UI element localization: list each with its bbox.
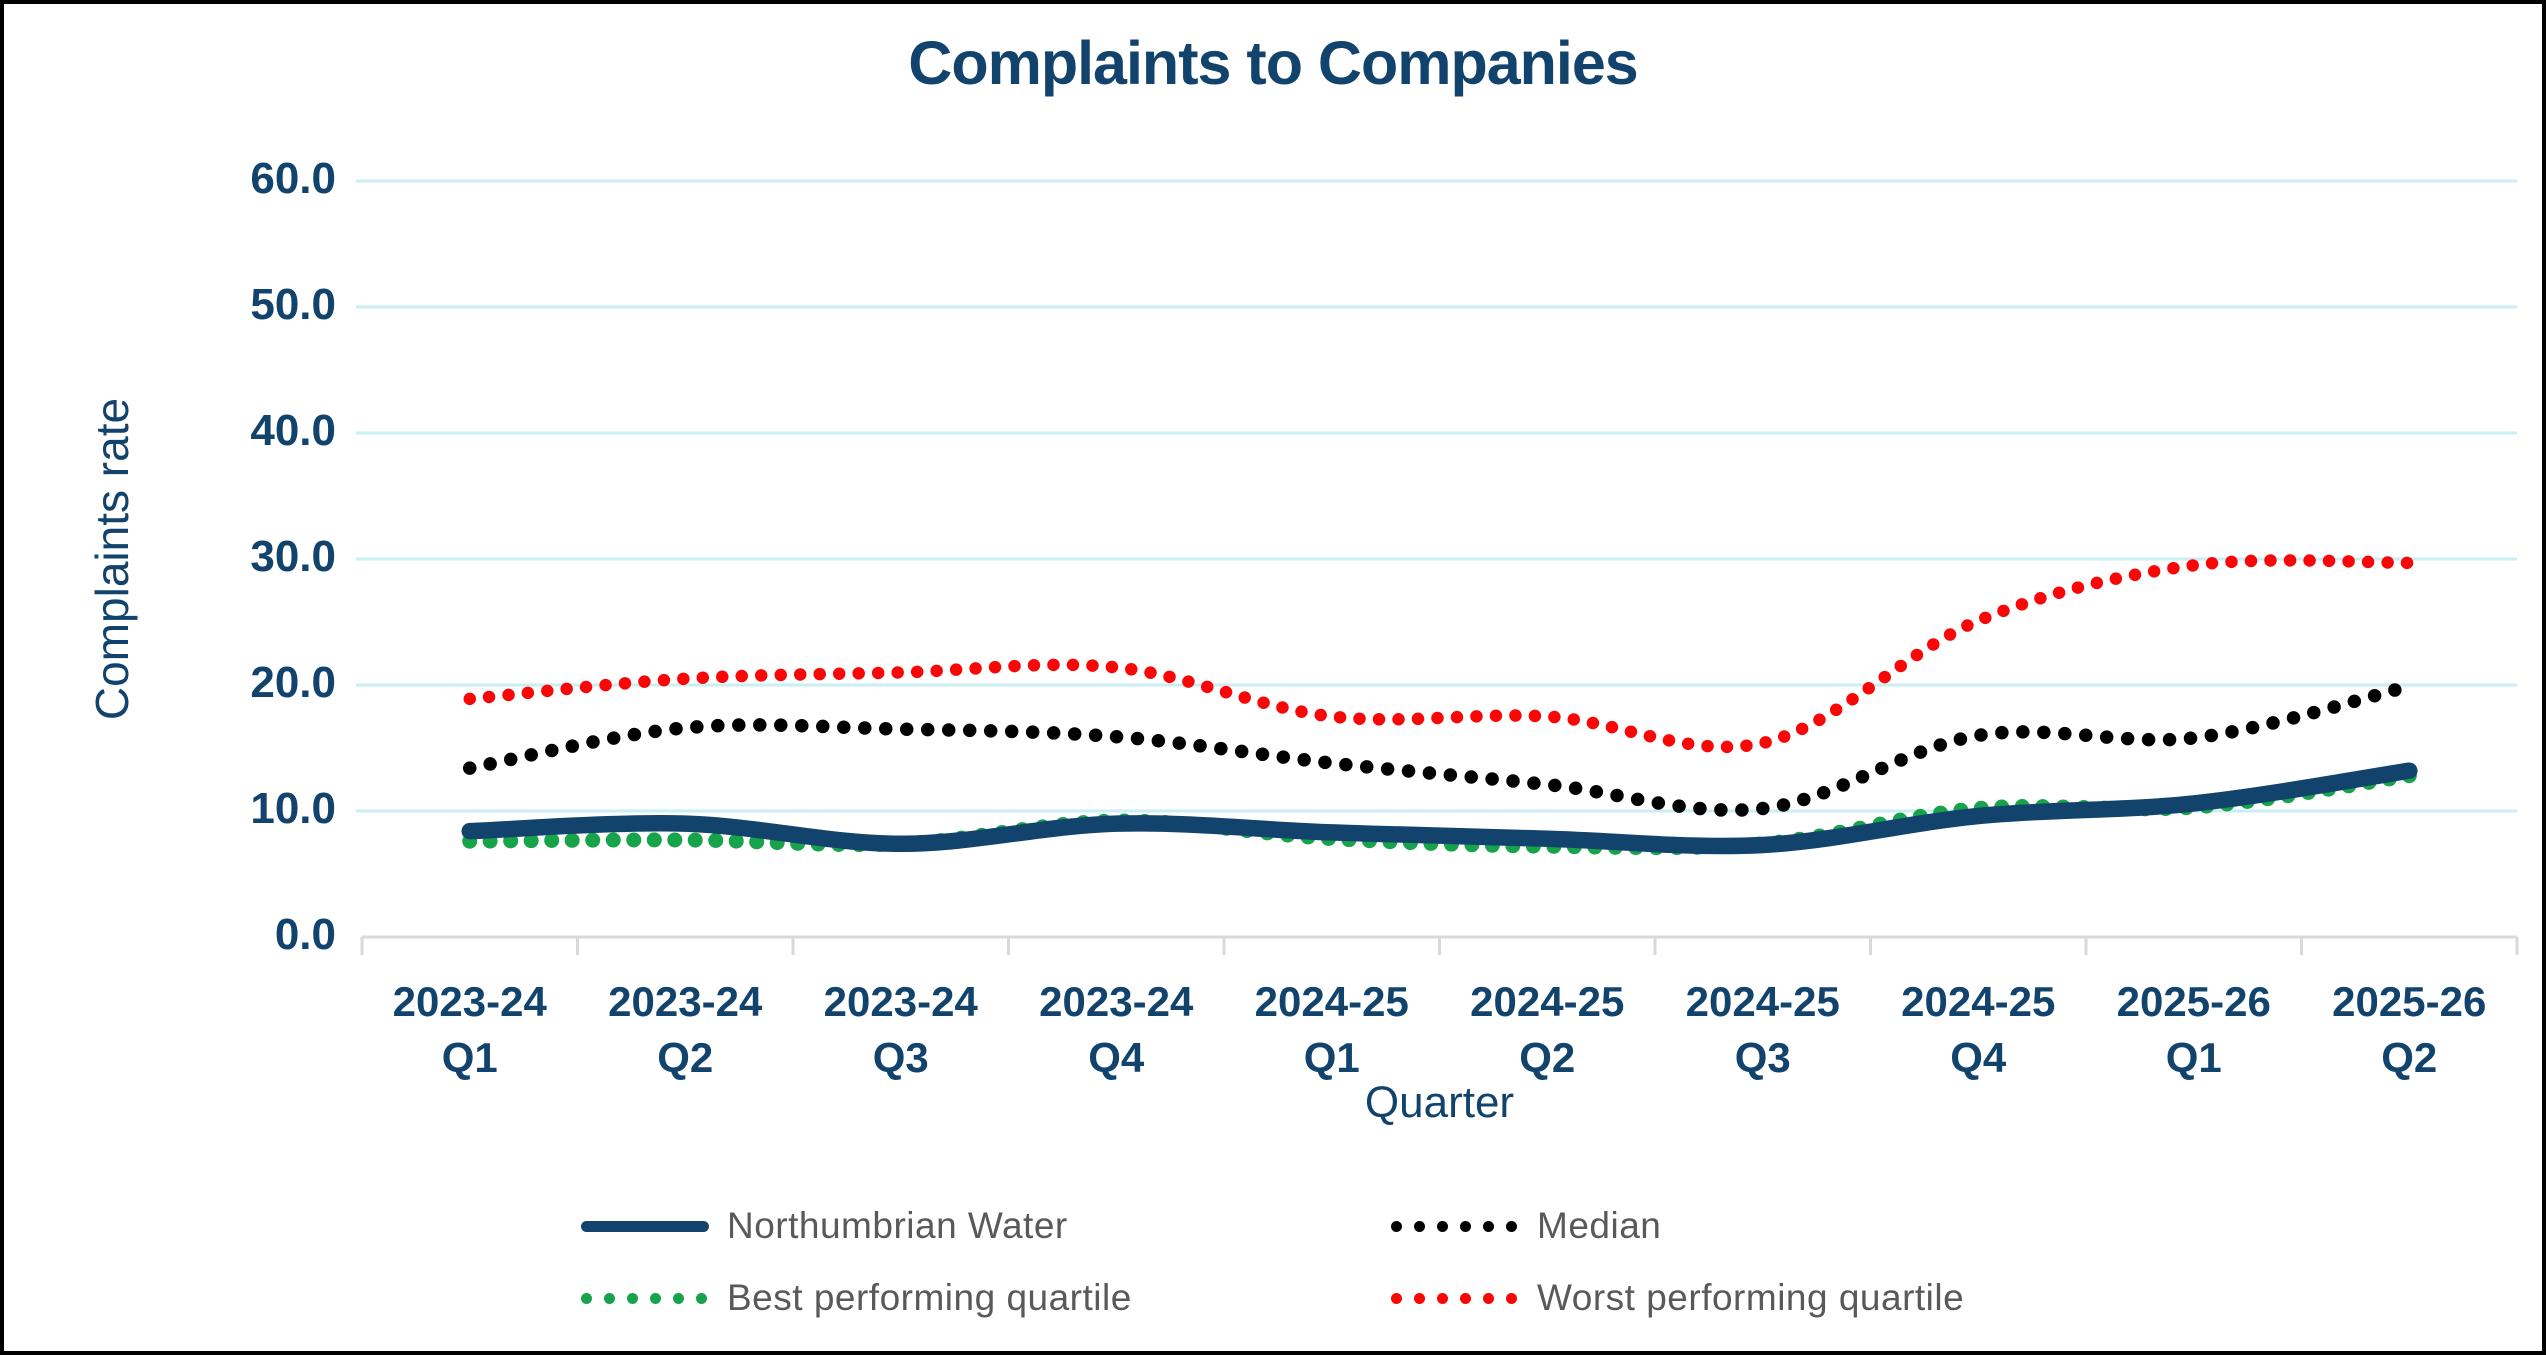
y-tick-label-10: 10.0 — [250, 784, 336, 833]
legend-item-best-performing-quartile: Best performing quartile — [581, 1274, 1132, 1322]
series-line-northumbrian-water — [461, 762, 2418, 855]
y-tick-label-40: 40.0 — [250, 406, 336, 455]
x-tick-year: 2024-25 — [1470, 978, 1625, 1025]
x-tick-label-2024-25-Q3: 2024-25 Q3 — [1655, 978, 1871, 1082]
legend-dot — [1437, 1220, 1448, 1232]
x-tick-label-2024-25-Q2: 2024-25 Q2 — [1439, 978, 1655, 1082]
legend-dot — [1437, 1292, 1448, 1304]
x-tick-quarter: Q1 — [1303, 1034, 1360, 1082]
x-tick-label-2024-25-Q4: 2024-25 Q4 — [1870, 978, 2086, 1082]
series-line-median — [463, 679, 2417, 817]
x-tick-label-2025-26-Q1: 2025-26 Q1 — [2086, 978, 2302, 1082]
chart-title: Complaints to Companies — [908, 29, 1638, 97]
legend-dot — [1506, 1220, 1517, 1232]
x-tick-quarter: Q4 — [1950, 1034, 2007, 1082]
legend-dot — [627, 1292, 638, 1304]
legend-dot — [1460, 1292, 1471, 1304]
x-tick-quarter: Q3 — [872, 1034, 929, 1082]
legend-dot — [1460, 1220, 1471, 1232]
legend-dot — [650, 1292, 661, 1304]
legend-item-median: Median — [1391, 1202, 1661, 1250]
legend-label: Best performing quartile — [727, 1277, 1132, 1318]
legend-dot — [1483, 1220, 1494, 1232]
x-axis-title: Quarter — [1364, 1078, 1515, 1127]
y-tick-label-50: 50.0 — [250, 280, 336, 329]
x-tick-year: 2024-25 — [1901, 978, 2056, 1025]
series-line-worst-performing-quartile — [463, 554, 2416, 754]
x-tick-quarter: Q2 — [657, 1034, 714, 1082]
y-tick-label-20: 20.0 — [250, 658, 336, 707]
x-tick-quarter: Q1 — [441, 1034, 498, 1082]
y-tick-label-60: 60.0 — [250, 154, 336, 203]
x-tick-label-2023-24-Q3: 2023-24 Q3 — [793, 978, 1009, 1082]
legend-dot — [1391, 1220, 1402, 1232]
x-tick-label-2023-24-Q2: 2023-24 Q2 — [577, 978, 793, 1082]
legend-dot — [1414, 1292, 1425, 1304]
x-tick-label-2023-24-Q4: 2023-24 Q4 — [1008, 978, 1224, 1082]
legend-dot — [696, 1292, 707, 1304]
legend-swatch-dotted — [581, 1292, 709, 1304]
y-tick-label-30: 30.0 — [250, 532, 336, 581]
x-tick-label-2025-26-Q2: 2025-26 Q2 — [2301, 978, 2517, 1082]
x-tick-year: 2023-24 — [608, 978, 763, 1025]
x-tick-quarter: Q1 — [2165, 1034, 2222, 1082]
y-tick-label-0: 0.0 — [274, 910, 336, 959]
legend-dot — [604, 1292, 615, 1304]
x-tick-year: 2024-25 — [1254, 978, 1409, 1025]
x-tick-quarter: Q2 — [1519, 1034, 1576, 1082]
x-tick-quarter: Q2 — [2381, 1034, 2438, 1082]
legend-swatch-dotted — [1391, 1220, 1519, 1232]
x-tick-year: 2025-26 — [2332, 978, 2487, 1025]
legend-dot — [1506, 1292, 1517, 1304]
legend-swatch-dotted — [1391, 1292, 1519, 1304]
legend-label: Worst performing quartile — [1537, 1277, 1965, 1318]
x-tick-label-2024-25-Q1: 2024-25 Q1 — [1224, 978, 1440, 1082]
legend-dot — [1391, 1292, 1402, 1304]
x-tick-quarter: Q3 — [1734, 1034, 1791, 1082]
plot-area — [356, 179, 2519, 955]
legend-dot — [1414, 1220, 1425, 1232]
legend-label: Northumbrian Water — [727, 1205, 1068, 1246]
legend-dot — [581, 1292, 592, 1304]
x-tick-year: 2024-25 — [1685, 978, 1840, 1025]
legend-item-northumbrian-water: Northumbrian Water — [581, 1202, 1068, 1250]
legend-swatch-solid — [581, 1220, 709, 1232]
legend-label: Median — [1537, 1205, 1662, 1246]
legend-dot — [1483, 1292, 1494, 1304]
x-tick-year: 2025-26 — [2116, 978, 2271, 1025]
x-tick-quarter: Q4 — [1088, 1034, 1145, 1082]
legend-dot — [673, 1292, 684, 1304]
x-tick-year: 2023-24 — [392, 978, 547, 1025]
x-tick-year: 2023-24 — [1039, 978, 1194, 1025]
legend-item-worst-performing-quartile: Worst performing quartile — [1391, 1274, 1964, 1322]
x-tick-label-2023-24-Q1: 2023-24 Q1 — [362, 978, 578, 1082]
x-tick-year: 2023-24 — [823, 978, 978, 1025]
